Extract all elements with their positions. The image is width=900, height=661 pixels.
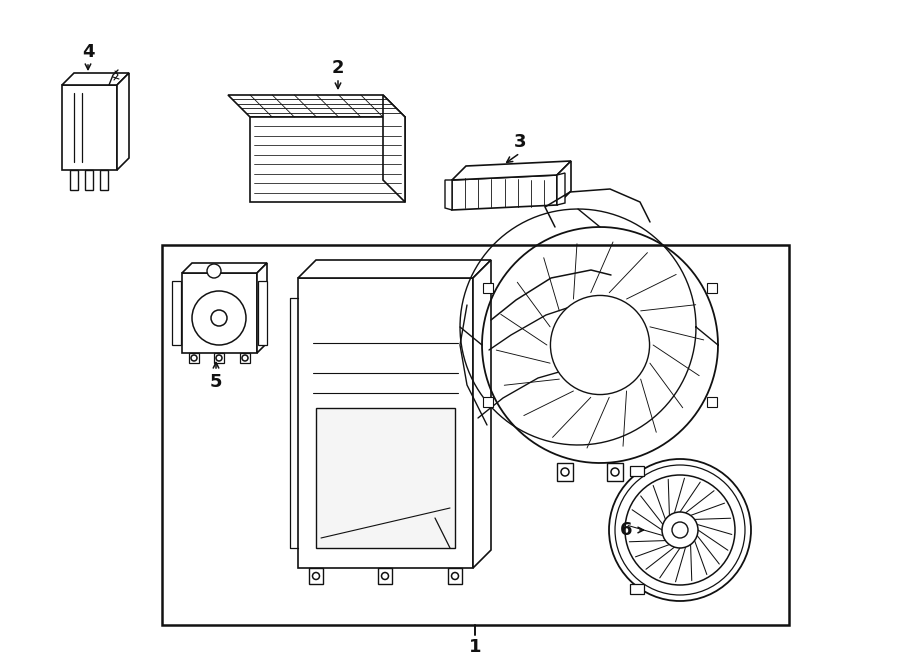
Circle shape <box>192 291 246 345</box>
Polygon shape <box>452 161 571 180</box>
Polygon shape <box>70 170 78 190</box>
Polygon shape <box>240 353 250 363</box>
Circle shape <box>211 310 227 326</box>
Polygon shape <box>482 397 492 407</box>
Circle shape <box>625 475 735 585</box>
Circle shape <box>615 465 745 595</box>
Bar <box>162 245 789 625</box>
Polygon shape <box>100 170 108 190</box>
Circle shape <box>207 264 221 278</box>
Polygon shape <box>85 170 93 190</box>
Polygon shape <box>707 397 717 407</box>
Text: 6: 6 <box>620 521 632 539</box>
Polygon shape <box>257 263 267 353</box>
Polygon shape <box>258 281 267 345</box>
Polygon shape <box>316 408 455 548</box>
Circle shape <box>191 355 197 361</box>
Polygon shape <box>482 283 492 293</box>
Circle shape <box>216 355 222 361</box>
Polygon shape <box>214 353 224 363</box>
Polygon shape <box>298 278 473 568</box>
Circle shape <box>609 459 751 601</box>
Text: 3: 3 <box>514 133 526 151</box>
Circle shape <box>662 512 698 548</box>
Polygon shape <box>378 568 392 584</box>
Polygon shape <box>473 260 491 568</box>
Polygon shape <box>182 273 257 353</box>
Polygon shape <box>607 463 623 481</box>
Circle shape <box>382 572 389 580</box>
Text: 5: 5 <box>210 373 222 391</box>
Polygon shape <box>309 568 323 584</box>
Circle shape <box>611 468 619 476</box>
Polygon shape <box>117 73 129 170</box>
Text: 2: 2 <box>332 59 344 77</box>
Polygon shape <box>62 85 117 170</box>
Polygon shape <box>557 463 573 481</box>
Polygon shape <box>250 117 405 202</box>
Polygon shape <box>557 173 565 205</box>
Polygon shape <box>707 283 717 293</box>
Polygon shape <box>448 568 462 584</box>
Polygon shape <box>383 95 405 202</box>
Text: 1: 1 <box>469 638 482 656</box>
Polygon shape <box>228 95 405 117</box>
Circle shape <box>672 522 688 538</box>
Polygon shape <box>452 175 557 210</box>
Polygon shape <box>182 263 267 273</box>
Polygon shape <box>557 161 571 205</box>
Circle shape <box>452 572 458 580</box>
Polygon shape <box>298 260 491 278</box>
Polygon shape <box>445 180 452 210</box>
Circle shape <box>242 355 248 361</box>
Circle shape <box>561 468 569 476</box>
Polygon shape <box>189 353 199 363</box>
Polygon shape <box>62 73 129 85</box>
Text: 4: 4 <box>82 43 94 61</box>
Polygon shape <box>630 466 644 476</box>
Circle shape <box>312 572 319 580</box>
Polygon shape <box>172 281 181 345</box>
Polygon shape <box>630 584 644 594</box>
Circle shape <box>551 295 650 395</box>
